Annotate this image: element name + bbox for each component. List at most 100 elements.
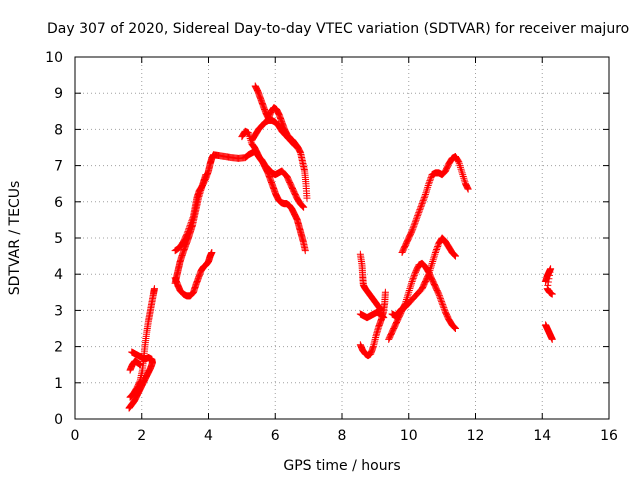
series-arc16 — [542, 265, 556, 298]
data-point — [425, 180, 433, 188]
data-point — [291, 142, 299, 150]
data-point — [437, 296, 445, 304]
data-point — [432, 247, 440, 255]
data-point — [406, 283, 414, 291]
y-tick-label: 3 — [54, 303, 63, 319]
series-arc9 — [248, 116, 299, 150]
data-point — [428, 261, 436, 269]
chart-title: Day 307 of 2020, Sidereal Day-to-day VTE… — [47, 21, 629, 37]
data-point — [409, 224, 417, 232]
data-point — [381, 288, 389, 296]
data-point — [428, 259, 436, 267]
data-point — [413, 213, 421, 221]
data-point — [424, 271, 432, 279]
data-point — [441, 168, 449, 176]
data-point — [408, 279, 416, 287]
data-point — [422, 189, 430, 197]
data-point — [408, 277, 416, 285]
data-point — [436, 293, 444, 301]
x-tick-label: 16 — [600, 428, 618, 444]
data-point — [418, 201, 426, 209]
data-point — [300, 203, 308, 211]
data-point — [150, 285, 158, 293]
data-point — [415, 207, 423, 215]
data-point — [457, 165, 465, 173]
data-point — [411, 218, 419, 226]
data-point — [439, 301, 447, 309]
data-point — [245, 129, 253, 137]
series-arc14 — [388, 234, 459, 320]
data-point — [405, 286, 413, 294]
series-arc10 — [356, 250, 385, 314]
data-point — [415, 209, 423, 217]
data-point — [429, 256, 437, 264]
data-point — [544, 278, 552, 286]
series-arc8 — [251, 82, 311, 202]
data-point — [405, 288, 413, 296]
data-point — [456, 162, 464, 170]
data-point — [378, 312, 386, 320]
data-point — [421, 192, 429, 200]
x-tick-label: 0 — [71, 428, 80, 444]
data-point — [451, 324, 459, 332]
grid — [75, 57, 609, 419]
data-point — [136, 378, 144, 386]
y-tick-label: 2 — [54, 340, 63, 356]
y-tick-label: 0 — [54, 412, 63, 428]
data-point — [299, 202, 307, 210]
data-point — [430, 254, 438, 262]
data-point — [430, 252, 438, 260]
data-point — [245, 131, 253, 139]
data-point — [459, 171, 467, 179]
data-point — [419, 197, 427, 205]
data-point — [410, 273, 418, 281]
data-point — [291, 141, 299, 149]
data-point — [379, 312, 387, 320]
series-arc3 — [126, 357, 144, 374]
data-point — [454, 156, 462, 164]
data-point — [459, 172, 467, 180]
y-tick-label: 10 — [45, 50, 63, 66]
data-point — [301, 247, 309, 255]
plot-border — [74, 56, 610, 420]
data-point — [290, 140, 298, 148]
data-point — [418, 200, 426, 208]
data-point — [434, 242, 442, 250]
data-point — [425, 178, 433, 186]
data-point — [431, 248, 439, 256]
data-point — [451, 251, 459, 259]
series-arc17 — [542, 321, 556, 343]
data-point — [458, 169, 466, 177]
data-point — [410, 221, 418, 229]
data-point — [132, 386, 140, 394]
y-tick-label: 9 — [54, 86, 63, 102]
data-point — [409, 276, 417, 284]
data-point — [431, 250, 439, 258]
data-point — [436, 295, 444, 303]
data-point — [414, 212, 422, 220]
data-point — [419, 198, 427, 206]
data-point — [426, 177, 434, 185]
data-point — [423, 185, 431, 193]
data-point — [404, 290, 412, 298]
data-point — [409, 274, 417, 282]
data-point — [427, 263, 435, 271]
x-tick-label: 12 — [467, 428, 485, 444]
data-point — [438, 299, 446, 307]
series-arc6 — [171, 248, 216, 300]
data-point — [433, 244, 441, 252]
data-point — [189, 289, 197, 297]
y-tick-label: 7 — [54, 159, 63, 175]
data-point — [547, 265, 555, 273]
data-point — [464, 185, 472, 193]
data-point — [426, 175, 434, 183]
data-point — [426, 267, 434, 275]
data-point — [548, 335, 556, 343]
data-point — [426, 265, 434, 273]
x-tick-label: 8 — [338, 428, 347, 444]
data-point — [545, 275, 553, 283]
y-tick-label: 4 — [54, 267, 63, 283]
data-point — [410, 222, 418, 230]
